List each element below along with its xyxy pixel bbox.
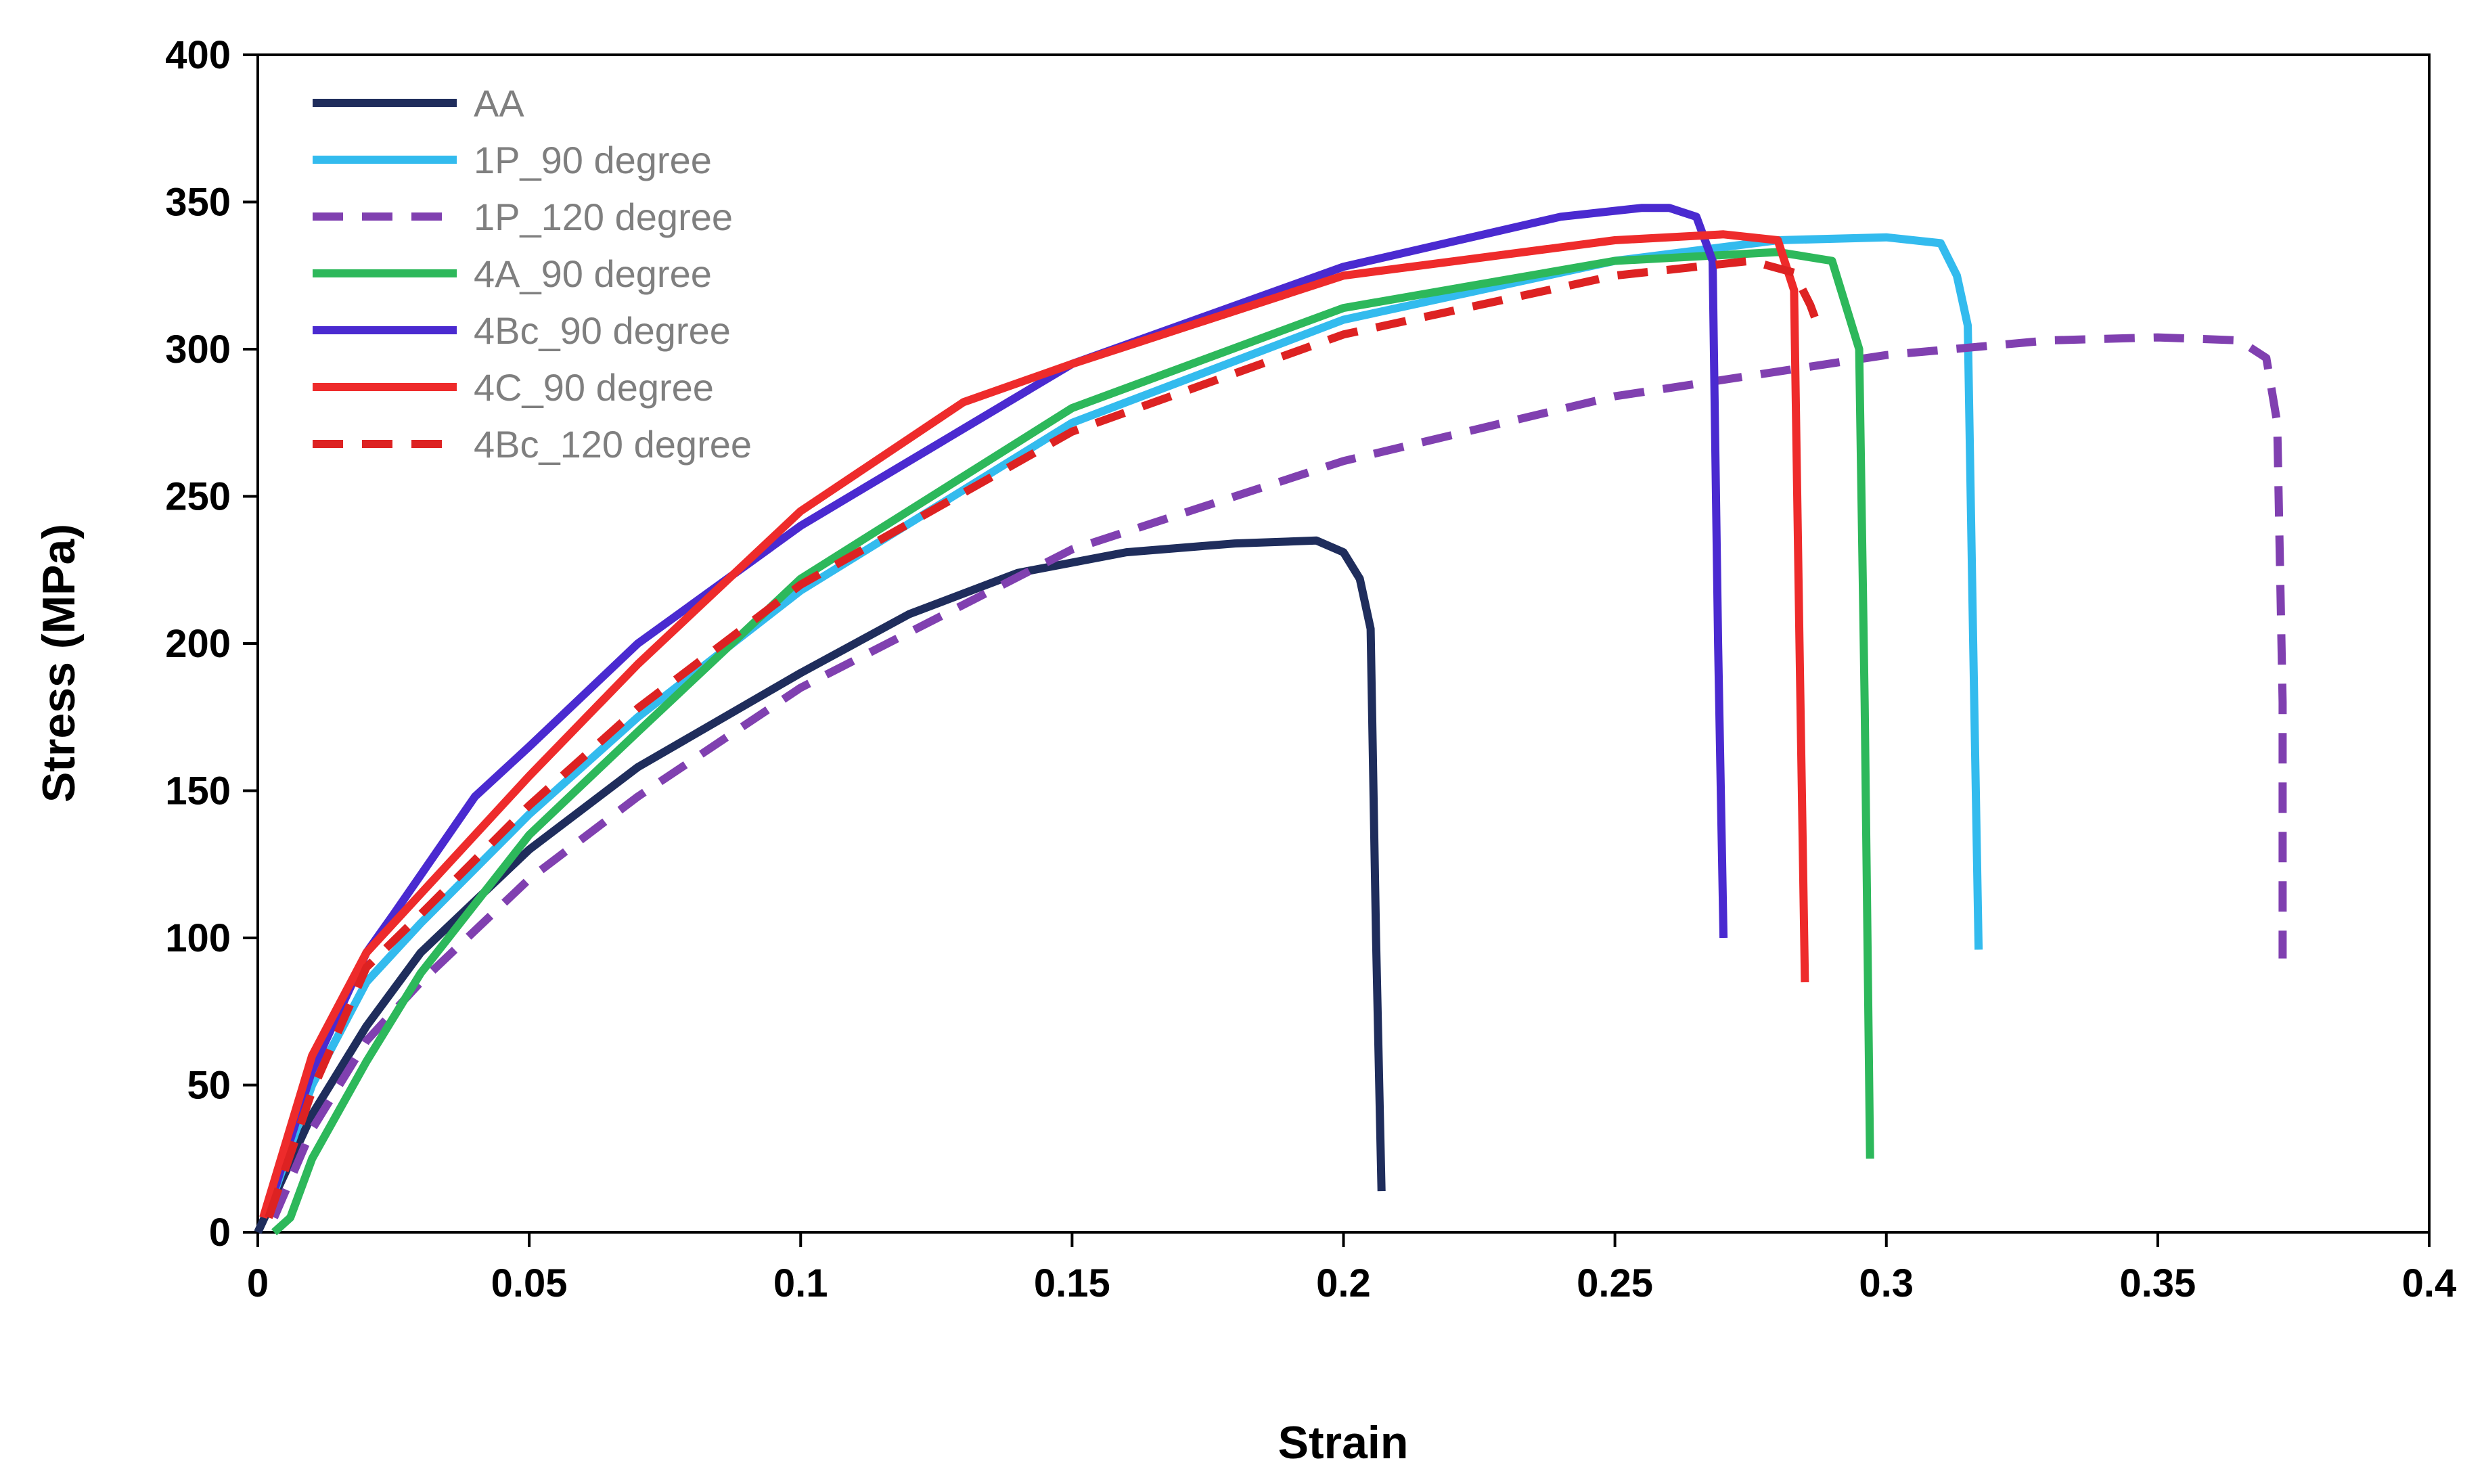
y-tick-label: 100 [165, 916, 231, 960]
series-line-4c-90-degree [259, 230, 1809, 1219]
x-tick-label: 0.35 [2119, 1261, 2196, 1305]
x-tick-label: 0.25 [1577, 1261, 1653, 1305]
series-layer [254, 204, 2287, 1236]
legend-label: 4Bc_90 degree [474, 309, 731, 352]
axis-ticks [243, 53, 2431, 1247]
x-axis-title: Strain [1278, 1417, 1409, 1468]
legend-label: 4C_90 degree [474, 366, 714, 409]
legend-label: 4Bc_120 degree [474, 423, 752, 466]
y-tick-label: 350 [165, 181, 231, 225]
x-tick-label: 0.15 [1034, 1261, 1110, 1305]
y-tick-label: 50 [187, 1064, 231, 1108]
y-tick-label: 250 [165, 475, 231, 519]
series-line-1p-90-degree [265, 233, 1983, 1211]
legend-label: 1P_90 degree [474, 139, 712, 181]
x-tick-label: 0.1 [773, 1261, 828, 1305]
y-tick-label: 300 [165, 328, 231, 372]
y-tick-labels: 0 50 100 150 200 250 300 350 400 [165, 33, 231, 1255]
x-tick-labels: 0 0.05 0.1 0.15 0.2 0.25 0.3 0.35 0.4 [247, 1261, 2456, 1305]
y-tick-label: 150 [165, 769, 231, 813]
x-tick-label: 0 [247, 1261, 269, 1305]
legend: AA 1P_90 degree 1P_120 degree 4A_90 degree 4… [313, 82, 752, 466]
x-tick-label: 0.05 [491, 1261, 568, 1305]
legend-label: 4A_90 degree [474, 252, 712, 295]
series-line-4bc-120-degree [265, 256, 1826, 1219]
x-tick-label: 0.3 [1859, 1261, 1914, 1305]
y-tick-label: 400 [165, 33, 231, 77]
legend-label: 1P_120 degree [474, 196, 733, 238]
x-tick-label: 0.2 [1316, 1261, 1371, 1305]
x-tick-label: 0.4 [2402, 1261, 2457, 1305]
legend-label: AA [474, 82, 524, 125]
series-line-4a-90-degree [271, 248, 1874, 1236]
series-line-aa [254, 536, 1386, 1234]
plot-frame [256, 53, 2431, 1234]
y-axis-title: Stress (MPa) [33, 524, 85, 803]
y-tick-label: 0 [209, 1211, 231, 1255]
y-tick-label: 200 [165, 622, 231, 666]
